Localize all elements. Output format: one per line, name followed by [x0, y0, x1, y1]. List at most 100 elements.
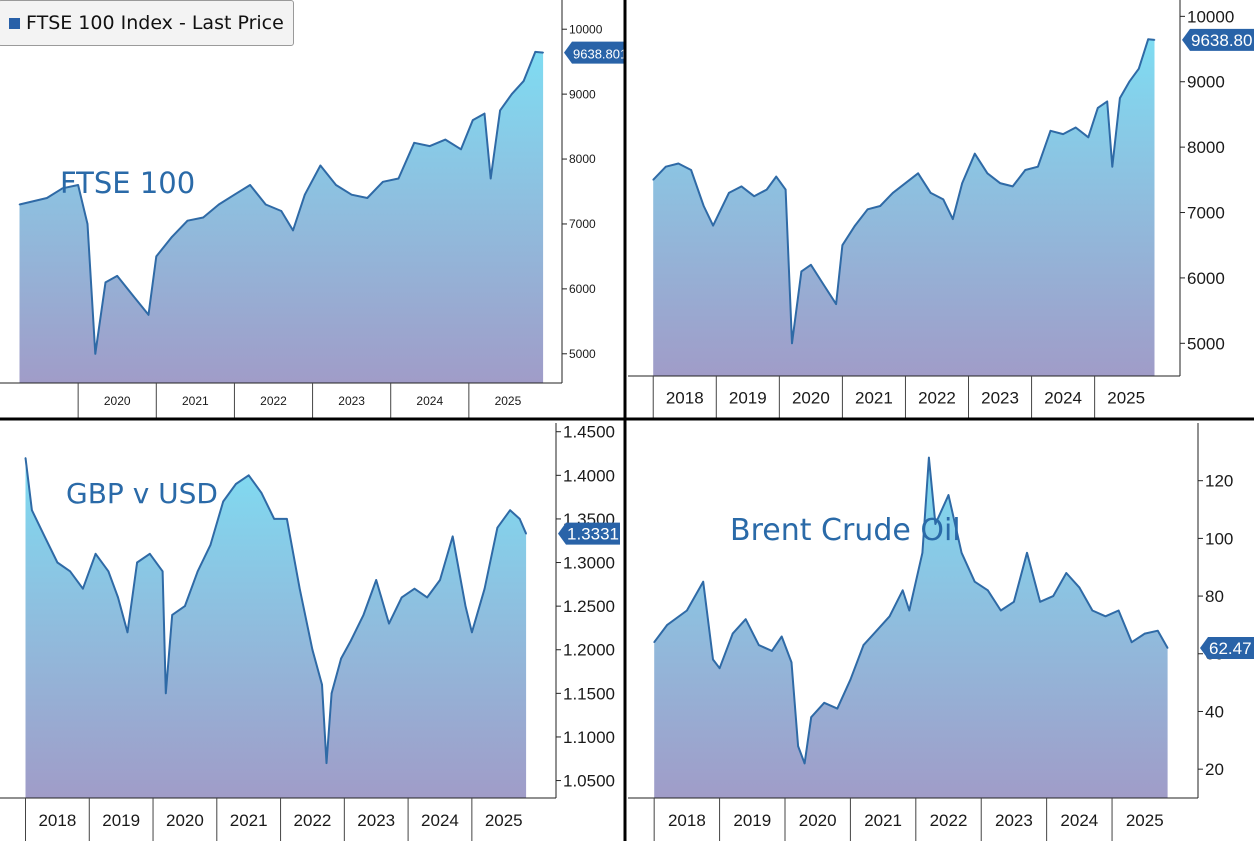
data-point [451, 535, 454, 538]
data-point [765, 188, 768, 191]
data-point [525, 532, 527, 535]
last-value-label: 9638.80 [1191, 31, 1252, 50]
data-point [1039, 601, 1041, 603]
y-tick-label: 40 [1205, 702, 1224, 721]
x-tick-label: 2018 [666, 388, 704, 407]
data-point [1147, 38, 1149, 40]
data-point [653, 641, 655, 643]
data-point [233, 193, 236, 196]
data-point [875, 629, 878, 632]
data-point [264, 203, 267, 206]
x-tick-label: 2019 [729, 388, 767, 407]
x-tick-label: 2021 [864, 811, 902, 830]
data-point [286, 518, 288, 520]
data-point [161, 570, 164, 573]
data-point [712, 658, 714, 661]
data-point [196, 570, 199, 573]
y-tick-label: 8000 [569, 152, 596, 166]
legend-swatch [9, 17, 20, 29]
data-point [1117, 609, 1120, 612]
data-point [665, 165, 667, 168]
x-tick-label: 2023 [995, 811, 1033, 830]
last-value-badge [1182, 28, 1254, 51]
data-point [1130, 641, 1133, 643]
x-tick-label: 2018 [668, 811, 706, 830]
data-point [413, 142, 416, 144]
chart-title: FTSE 100 [60, 166, 195, 200]
series-area [19, 51, 544, 383]
data-point [702, 580, 704, 583]
data-point [147, 314, 150, 316]
data-point [1138, 67, 1140, 70]
series-line [652, 38, 1155, 345]
legend[interactable]: FTSE 100 Index - Last Price [0, 0, 294, 46]
data-point [1128, 80, 1131, 83]
data-point [522, 80, 525, 82]
x-tick-label: 2022 [918, 388, 956, 407]
y-tick-label: 9000 [1187, 73, 1225, 92]
data-point [471, 631, 473, 634]
y-tick-label: 5000 [569, 347, 596, 361]
x-tick-label: 2024 [1044, 388, 1082, 407]
data-point [104, 281, 107, 284]
data-point [292, 229, 294, 232]
data-point [1111, 165, 1114, 168]
data-point [960, 552, 963, 554]
data-point [311, 648, 314, 651]
y-tick-label: 10000 [1187, 7, 1234, 26]
y-tick-label: 1.4500 [563, 423, 615, 442]
data-point [928, 456, 930, 459]
y-tick-label: 1.1500 [563, 684, 615, 703]
data-point [797, 745, 799, 747]
data-point [400, 596, 403, 599]
y-tick-label: 80 [1205, 587, 1224, 606]
data-point [1106, 100, 1108, 103]
data-point [1078, 586, 1081, 589]
x-tick-label: 2023 [338, 394, 365, 408]
data-point [1153, 39, 1156, 41]
data-point [1166, 647, 1169, 649]
data-point [202, 216, 204, 219]
last-value-badge [1200, 637, 1254, 659]
data-point [325, 762, 328, 764]
data-point [1000, 609, 1002, 612]
x-tick-label: 2025 [485, 811, 523, 830]
y-tick-label: 1.0500 [563, 772, 615, 791]
data-point [496, 526, 499, 529]
data-point [472, 119, 474, 121]
data-point [235, 483, 237, 485]
data-point [1049, 130, 1052, 132]
data-point [1011, 185, 1014, 188]
last-value-badge [564, 41, 626, 64]
x-tick-label: 2022 [930, 811, 968, 830]
data-point [854, 224, 856, 227]
data-point [218, 203, 220, 206]
data-point [677, 162, 680, 165]
x-tick-label: 2023 [981, 388, 1019, 407]
y-tick-label: 8000 [1187, 138, 1225, 157]
data-point [973, 580, 976, 583]
data-point [18, 203, 21, 206]
data-point [382, 181, 384, 183]
x-tick-label: 2020 [799, 811, 837, 830]
data-point [483, 112, 486, 115]
data-point [1024, 169, 1027, 171]
data-point [542, 51, 544, 54]
series-area [654, 457, 1168, 798]
series-line [653, 456, 1169, 765]
last-value-label: 1.3331 [567, 525, 619, 544]
data-point [534, 51, 537, 53]
x-tick-label: 2020 [104, 394, 131, 408]
chart-panel-4: 2040608010012020182019202020212022202320… [628, 423, 1254, 841]
data-point [771, 650, 773, 652]
data-point [921, 552, 924, 554]
data-point [908, 609, 911, 612]
x-tick-label: 2022 [260, 394, 287, 408]
y-tick-label: 120 [1205, 472, 1233, 491]
data-point [1074, 126, 1077, 129]
data-point [1119, 97, 1121, 99]
x-tick-label: 2023 [357, 811, 395, 830]
data-point [362, 614, 365, 616]
x-tick-label: 2021 [855, 388, 893, 407]
data-point [917, 172, 919, 175]
